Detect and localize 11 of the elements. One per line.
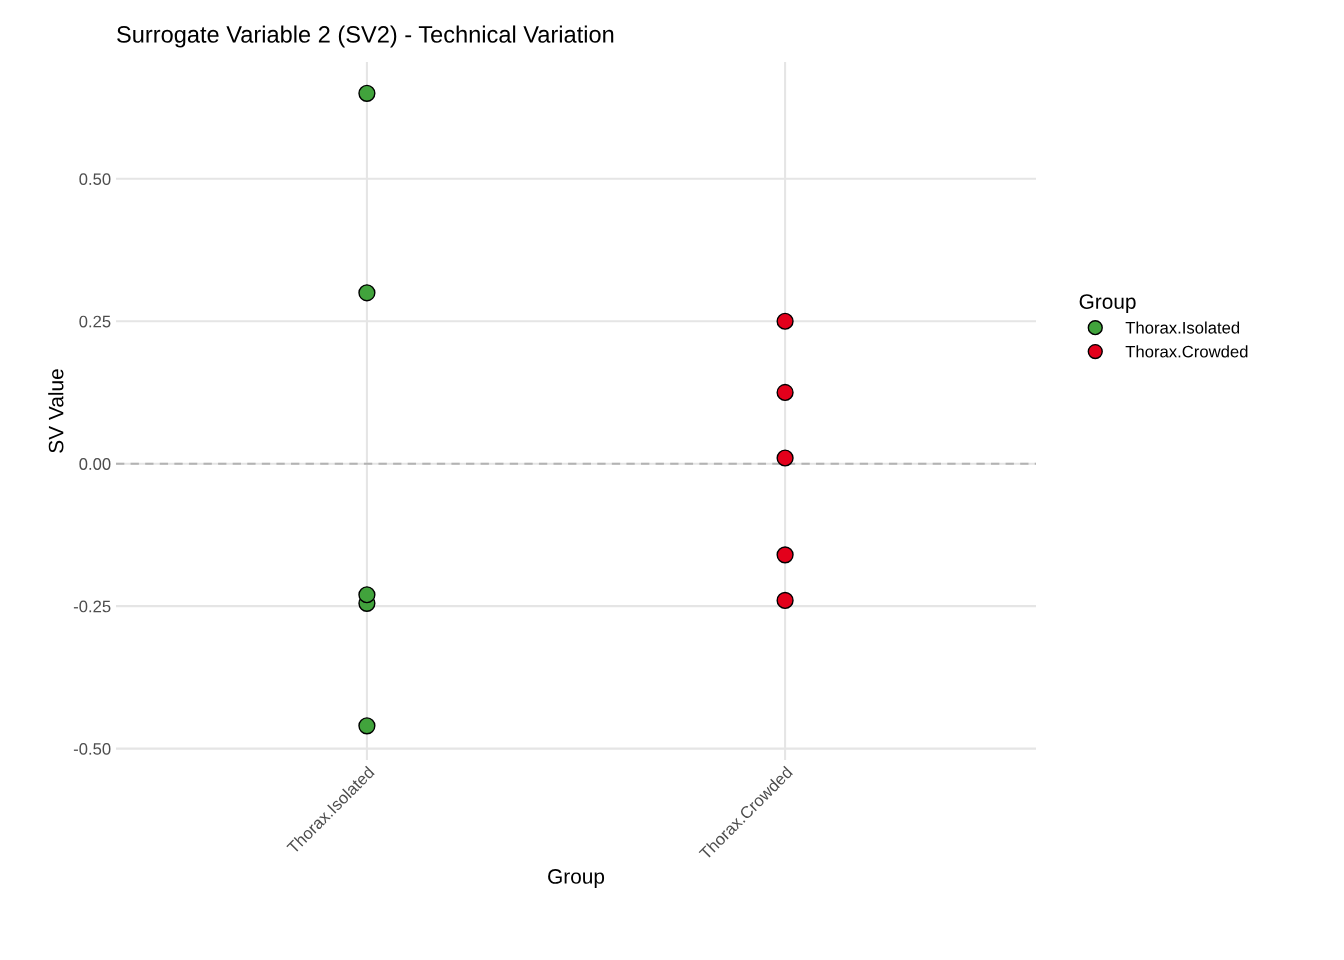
y-axis-title: SV Value bbox=[48, 369, 64, 453]
x-axis-title: Group bbox=[548, 869, 605, 888]
legend-title: Group bbox=[1079, 294, 1136, 314]
chart-title: Surrogate Variable 2 (SV2) - Technical Variation bbox=[117, 25, 614, 48]
y-tick-label: 0.25 bbox=[79, 315, 111, 328]
y-tick-label: -0.50 bbox=[73, 743, 111, 755]
legend-label: Thorax.Crowded bbox=[1125, 345, 1248, 358]
y-tick-label: 0.00 bbox=[79, 458, 111, 470]
y-tick-label: 0.50 bbox=[79, 173, 111, 186]
y-tick-label: -0.25 bbox=[73, 600, 111, 613]
legend-label: Thorax.Isolated bbox=[1125, 321, 1240, 334]
